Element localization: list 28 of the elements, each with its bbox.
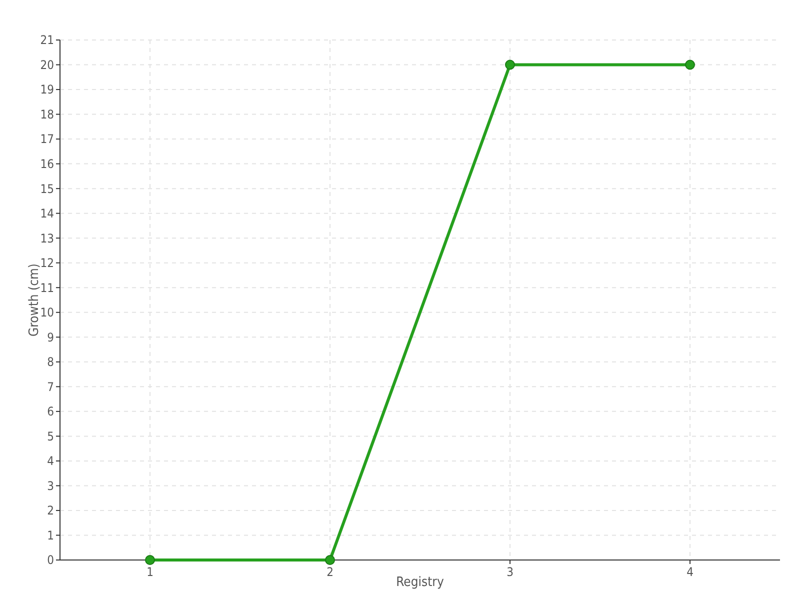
y-tick-label: 13 xyxy=(40,231,54,246)
y-tick-label: 18 xyxy=(40,107,54,122)
y-tick-label: 12 xyxy=(40,256,54,270)
y-tick-label: 16 xyxy=(40,157,54,172)
y-tick-label: 0 xyxy=(47,553,54,568)
x-axis-title: Registry xyxy=(396,575,444,590)
y-tick-label: 21 xyxy=(40,33,54,48)
y-tick-label: 7 xyxy=(47,380,54,394)
x-tick-label: 2 xyxy=(326,565,334,579)
y-tick-label: 17 xyxy=(40,132,54,146)
y-tick-label: 11 xyxy=(40,280,54,295)
y-tick-label: 5 xyxy=(47,429,54,444)
y-tick-label: 19 xyxy=(40,82,54,97)
y-tick-label: 15 xyxy=(40,182,54,196)
y-tick-label: 4 xyxy=(47,454,54,468)
y-axis-title: Growth (cm) xyxy=(27,264,42,336)
y-tick-label: 6 xyxy=(47,404,54,419)
y-tick-label: 3 xyxy=(47,478,54,493)
y-tick-label: 8 xyxy=(47,355,54,370)
x-tick-label: 4 xyxy=(686,565,694,579)
y-tick-label: 14 xyxy=(40,206,54,221)
y-tick-label: 9 xyxy=(47,330,54,344)
y-tick-label: 10 xyxy=(40,306,54,320)
y-tick-label: 1 xyxy=(47,528,54,542)
y-tick-label: 20 xyxy=(40,58,54,72)
y-tick-label: 2 xyxy=(47,504,54,518)
x-tick-label: 3 xyxy=(506,565,514,579)
x-tick-label: 1 xyxy=(146,565,154,579)
